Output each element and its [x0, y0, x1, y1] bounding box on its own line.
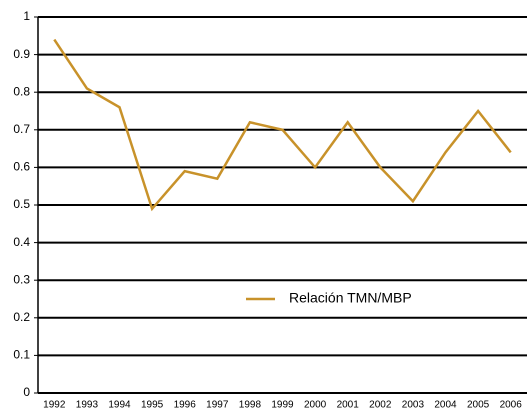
x-tick-label: 1998 — [239, 400, 262, 411]
x-tick-label: 1999 — [271, 400, 294, 411]
x-tick-label: 2002 — [369, 400, 392, 411]
y-tick-label: 0.2 — [13, 310, 30, 324]
x-tick-label: 2006 — [500, 400, 523, 411]
x-tick-label: 1994 — [108, 400, 131, 411]
x-tick-label: 2004 — [434, 400, 457, 411]
data-line — [53, 38, 512, 212]
x-tick-label: 2001 — [337, 400, 360, 411]
x-tick-label: 1995 — [141, 400, 164, 411]
x-tick-label: 2000 — [304, 400, 327, 411]
x-tick-label: 2005 — [467, 400, 490, 411]
y-tick-label: 0.1 — [13, 348, 30, 362]
x-tick-label: 1996 — [174, 400, 197, 411]
y-tick-label: 0.8 — [13, 84, 30, 98]
x-tick-label: 2003 — [402, 400, 425, 411]
x-tick-label: 1993 — [76, 400, 99, 411]
y-tick-label: 0.5 — [13, 197, 30, 211]
y-tick-label: 0.6 — [13, 160, 30, 174]
x-tick-label: 1997 — [206, 400, 229, 411]
y-tick-label: 0.4 — [13, 235, 30, 249]
x-tick-label: 1992 — [43, 400, 66, 411]
y-tick-label: 1 — [23, 9, 30, 23]
y-tick-label: 0 — [23, 385, 30, 399]
y-tick-label: 0.3 — [13, 272, 30, 286]
y-tick-label: 0.7 — [13, 122, 30, 136]
legend-label: Relación TMN/MBP — [289, 290, 412, 306]
y-tick-label: 0.9 — [13, 47, 30, 61]
